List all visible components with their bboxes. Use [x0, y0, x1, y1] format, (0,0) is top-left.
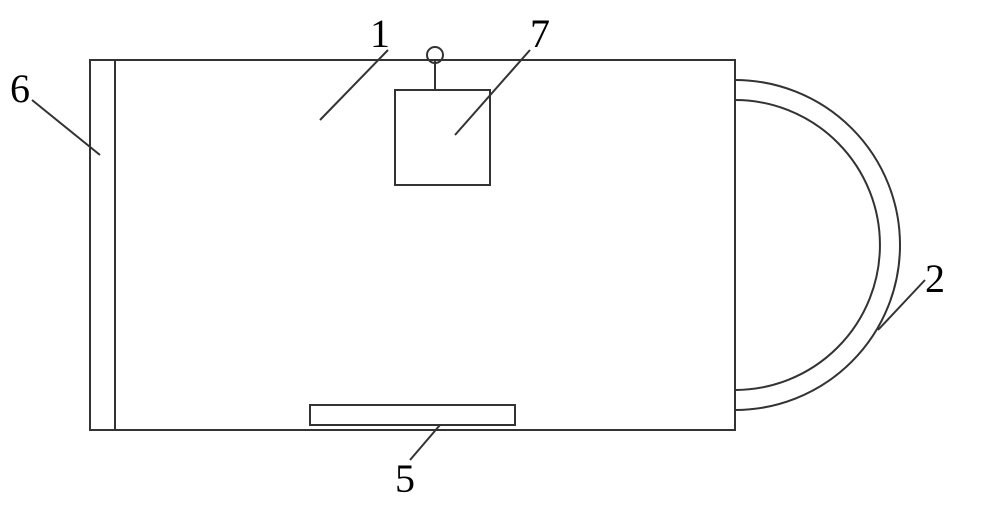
- body-rect: [115, 60, 735, 430]
- label-5: 5: [395, 455, 415, 502]
- inner-box: [395, 90, 490, 185]
- leader-l2: [878, 280, 925, 330]
- handle-inner: [735, 100, 880, 390]
- diagram-canvas: [0, 0, 1000, 509]
- label-1: 1: [370, 10, 390, 57]
- leader-l7: [455, 50, 530, 135]
- handle-outer: [735, 80, 900, 410]
- label-2: 2: [925, 255, 945, 302]
- bottom-slot: [310, 405, 515, 425]
- label-6: 6: [10, 65, 30, 112]
- left-panel: [90, 60, 115, 430]
- label-7: 7: [530, 10, 550, 57]
